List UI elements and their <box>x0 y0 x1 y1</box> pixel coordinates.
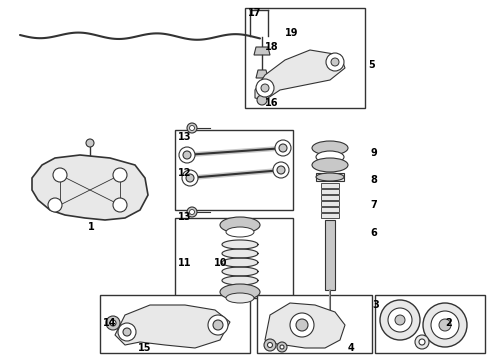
Ellipse shape <box>220 284 260 300</box>
Text: 17: 17 <box>248 8 262 18</box>
Circle shape <box>187 123 197 133</box>
Bar <box>321 183 339 188</box>
Circle shape <box>439 319 451 331</box>
Circle shape <box>277 342 287 352</box>
Circle shape <box>113 198 127 212</box>
Circle shape <box>380 300 420 340</box>
Polygon shape <box>255 50 345 100</box>
Polygon shape <box>32 155 148 220</box>
Polygon shape <box>115 305 230 348</box>
Bar <box>321 207 339 212</box>
Bar <box>175 130 293 210</box>
Circle shape <box>331 58 339 66</box>
Circle shape <box>187 207 197 217</box>
Ellipse shape <box>316 173 344 181</box>
Circle shape <box>423 303 467 347</box>
Text: 15: 15 <box>138 343 151 353</box>
Text: 3: 3 <box>372 300 379 310</box>
Circle shape <box>123 328 131 336</box>
Polygon shape <box>222 276 258 285</box>
Bar <box>321 213 339 218</box>
Polygon shape <box>222 249 258 258</box>
Circle shape <box>395 315 405 325</box>
Bar <box>321 195 339 200</box>
Circle shape <box>415 335 429 349</box>
Circle shape <box>296 319 308 331</box>
Circle shape <box>273 162 289 178</box>
Circle shape <box>256 79 274 97</box>
Text: 13: 13 <box>178 132 192 142</box>
Text: 10: 10 <box>214 258 227 268</box>
Bar <box>321 189 339 194</box>
Bar <box>375 295 485 353</box>
Bar <box>321 201 339 206</box>
Circle shape <box>326 53 344 71</box>
Circle shape <box>106 316 120 330</box>
Ellipse shape <box>312 141 348 155</box>
Bar <box>316 173 344 181</box>
Circle shape <box>213 320 223 330</box>
Circle shape <box>186 174 194 182</box>
Ellipse shape <box>220 217 260 233</box>
Text: 18: 18 <box>265 42 279 52</box>
Circle shape <box>279 144 287 152</box>
Circle shape <box>268 342 272 347</box>
Circle shape <box>190 210 195 215</box>
Text: 1: 1 <box>88 222 95 232</box>
Bar <box>325 220 335 290</box>
Text: 16: 16 <box>265 98 278 108</box>
Text: 7: 7 <box>370 200 377 210</box>
Circle shape <box>290 313 314 337</box>
Bar <box>100 295 250 353</box>
Text: 2: 2 <box>445 318 452 328</box>
Ellipse shape <box>312 158 348 172</box>
Circle shape <box>183 151 191 159</box>
Text: 14: 14 <box>103 318 117 328</box>
Circle shape <box>190 126 195 130</box>
Text: 9: 9 <box>370 148 377 158</box>
Polygon shape <box>222 267 258 276</box>
Circle shape <box>86 139 94 147</box>
Polygon shape <box>222 258 258 267</box>
Circle shape <box>208 315 228 335</box>
Circle shape <box>113 168 127 182</box>
Circle shape <box>419 339 425 345</box>
Polygon shape <box>265 303 345 348</box>
Circle shape <box>277 166 285 174</box>
Text: 19: 19 <box>285 28 298 38</box>
Circle shape <box>261 84 269 92</box>
Ellipse shape <box>226 293 254 303</box>
Circle shape <box>431 311 459 339</box>
Text: 11: 11 <box>178 258 192 268</box>
Circle shape <box>110 320 116 326</box>
Circle shape <box>118 323 136 341</box>
Text: 6: 6 <box>370 228 377 238</box>
Circle shape <box>264 339 276 351</box>
Text: 12: 12 <box>178 168 192 178</box>
Bar <box>175 218 293 298</box>
Circle shape <box>275 140 291 156</box>
Circle shape <box>388 308 412 332</box>
Polygon shape <box>222 240 258 249</box>
Polygon shape <box>254 47 270 55</box>
Circle shape <box>257 95 267 105</box>
Circle shape <box>182 170 198 186</box>
Bar <box>245 8 365 108</box>
Text: 13: 13 <box>178 212 192 222</box>
Text: 5: 5 <box>368 60 375 70</box>
Circle shape <box>48 198 62 212</box>
Circle shape <box>53 168 67 182</box>
Ellipse shape <box>226 227 254 237</box>
Circle shape <box>280 345 284 349</box>
Text: 8: 8 <box>370 175 377 185</box>
Polygon shape <box>256 70 268 78</box>
Ellipse shape <box>316 151 344 163</box>
Bar <box>257 295 372 353</box>
Circle shape <box>179 147 195 163</box>
Text: 4: 4 <box>348 343 355 353</box>
